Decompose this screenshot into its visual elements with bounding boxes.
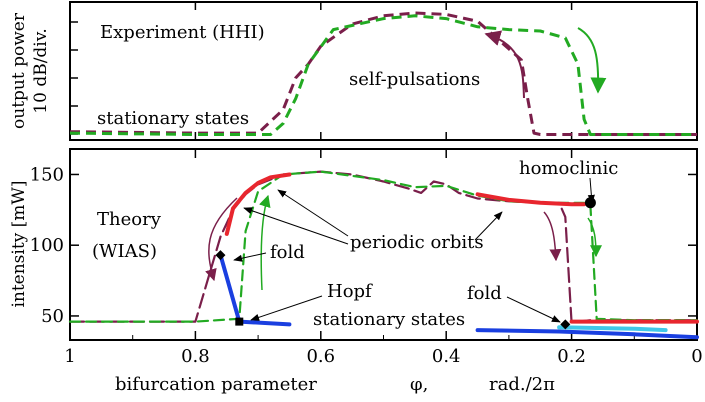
bottom-series-line-5 <box>218 253 242 324</box>
x-axis-unit: rad./2π <box>489 374 555 395</box>
stationary-states-bottom-label: stationary states <box>313 309 465 330</box>
marker-circle-2 <box>584 197 596 209</box>
bottom-green-arrow-right <box>587 217 602 258</box>
y-tick-label-0: 50 <box>41 306 64 327</box>
x-tick-label-5: 0 <box>691 346 702 367</box>
fold-left-label: fold <box>270 242 305 263</box>
periodic-orbits-label: periodic orbits <box>350 232 484 253</box>
x-tick-label-1: 0.8 <box>181 346 210 367</box>
bottom-series-line-8 <box>557 325 668 333</box>
marker-diamond-0 <box>215 250 226 261</box>
bottom-green-arrow-left <box>259 194 271 291</box>
fold-right-arrow <box>506 296 561 323</box>
bottom-maroon-arrow-left <box>205 197 238 282</box>
x-tick-label-2: 0.6 <box>306 346 335 367</box>
hopf-label: Hopf <box>327 281 373 302</box>
periodic-arrow-3 <box>474 211 503 241</box>
top-green-arrow <box>577 27 607 94</box>
self-pulsations-label: self-pulsations <box>349 69 480 90</box>
top-panel-frame <box>69 1 698 141</box>
top-series-line-0 <box>69 11 697 136</box>
bottom-series-line-7 <box>475 328 699 340</box>
top-ylabel-line2: 10 dB/div. <box>31 28 51 113</box>
bottom-ylabel: intensity [mW] <box>9 180 29 307</box>
x-axis-label: bifurcation parameter <box>115 374 317 395</box>
periodic-arrow-1 <box>277 189 349 237</box>
x-tick-label-3: 0.4 <box>432 346 461 367</box>
marker-diamond-3 <box>560 319 571 330</box>
marker-square-1 <box>235 317 244 326</box>
x-axis-symbol: φ, <box>410 374 428 395</box>
x-tick-label-0: 1 <box>64 346 75 367</box>
top-series <box>69 11 697 136</box>
hopf-arrow <box>250 295 323 321</box>
top-series-line-1 <box>69 14 697 136</box>
periodic-arrow-2 <box>243 207 349 245</box>
fold-left-arrow <box>233 252 267 262</box>
bottom-series-line-2 <box>224 172 292 236</box>
y-tick-label-2: 150 <box>30 164 64 185</box>
wias-label: (WIAS) <box>92 241 157 262</box>
bottom-maroon-arrow-right <box>543 211 562 262</box>
markers <box>215 197 596 330</box>
stationary-states-top-label: stationary states <box>97 108 249 129</box>
top-maroon-arrow <box>484 30 525 99</box>
bottom-ticks: 1 0.8 0.6 0.4 0.2 0 50 100 150 <box>30 149 703 367</box>
bottom-series-line-3 <box>475 192 587 207</box>
top-ylabel-line1: output power <box>9 12 29 129</box>
homoclinic-label: homoclinic <box>519 158 618 179</box>
y-tick-label-1: 100 <box>30 235 64 256</box>
top-title: Experiment (HHI) <box>100 22 265 43</box>
fold-right-label: fold <box>467 283 502 304</box>
x-tick-label-4: 0.2 <box>557 346 586 367</box>
bottom-series-line-6 <box>237 319 292 327</box>
theory-label: Theory <box>97 209 162 230</box>
